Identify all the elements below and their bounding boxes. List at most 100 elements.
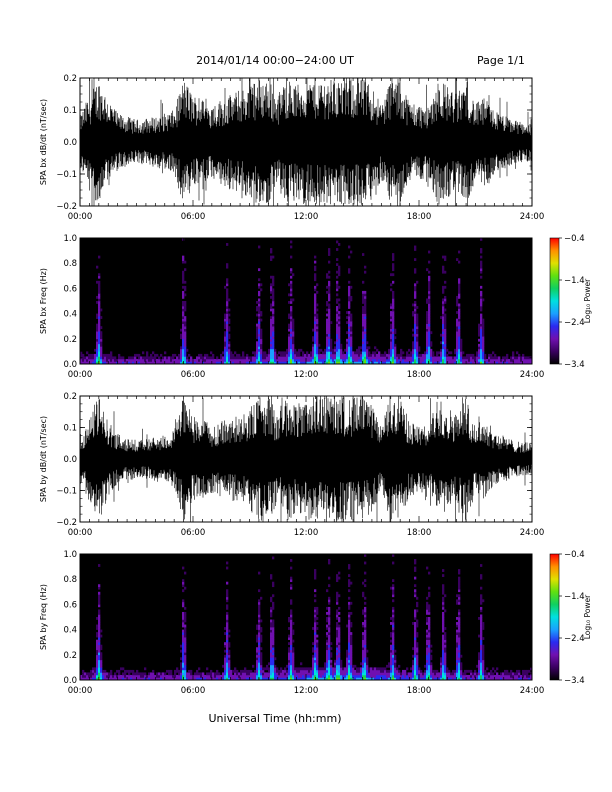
spectrogram-cell [480,341,483,345]
spectrogram-cell [412,356,415,360]
spectrogram-cell [148,674,151,678]
spectrogram-cell [288,358,291,362]
spectrogram-cell [466,356,469,360]
spectrogram-cell [446,358,449,362]
spectrogram-cell [314,288,317,292]
spectrogram-cell [314,321,317,324]
spectrogram-cell [444,649,447,653]
spectrogram-cell [484,674,487,678]
spectrogram-cell [272,255,275,259]
spectrogram-cell [366,356,369,360]
spectrogram-cell [144,358,147,362]
spectrogram-cell [216,361,219,365]
spectrogram-cell [364,617,367,620]
spectrogram-cell [430,341,433,345]
spectrogram-cell [184,674,187,678]
spectrogram-cell [448,351,451,355]
spectrogram-cell [290,290,293,294]
spectrogram-cell [348,268,351,272]
spectrogram-cell [306,672,309,676]
spectrogram-cell [152,361,155,365]
spectrogram-cell [366,669,369,673]
spectrogram-cell [414,321,417,324]
spectrogram-cell [278,677,281,681]
spectrogram-cell [226,306,229,309]
spectrogram-cell [390,328,393,332]
spectrogram-cell [366,348,369,352]
spectrogram-cell [522,677,525,681]
spectrogram-cell [440,316,443,319]
spectrogram-cell [226,316,229,319]
spectrogram-cell [392,258,395,261]
spectrogram-cell [420,674,423,678]
spectrogram-cell [392,346,395,350]
spectrogram-cell [304,353,307,357]
spectrogram-cell [188,669,191,673]
spectrogram-cell [288,346,291,350]
spectrogram-cell [366,341,369,345]
spectrogram-cell [96,323,99,327]
spectrogram-cell [260,283,263,287]
spectrogram-cell [480,328,483,332]
spectrogram-cell [160,353,163,357]
spectrogram-cell [226,361,229,365]
spectrogram-cell [186,356,189,360]
spectrogram-cell [414,341,417,345]
spectrogram-cell [348,619,351,623]
spectrogram-cell [140,674,143,678]
spectrogram-cell [364,632,367,635]
spectrogram-cell [174,669,177,673]
spectrogram-cell [364,306,367,309]
spectrogram-cell [332,672,335,676]
x-tick-label: 06:00 [181,370,206,380]
spectrogram-cell [370,677,373,681]
spectrogram-cell [326,639,329,643]
spectrogram-cell [146,358,149,362]
spectrogram-cell [344,356,347,360]
spectrogram-cell [144,674,147,678]
spectrogram-cell [396,358,399,362]
spectrogram-cell [246,669,249,673]
spectrogram-cell [284,356,287,360]
spectrogram-cell [328,253,331,256]
spectrogram-cell [364,321,367,324]
spectrogram-cell [316,321,319,324]
spectrogram-cell [480,270,483,274]
spectrogram-cell [314,614,317,618]
spectrogram-cell [414,283,417,287]
spectrogram-cell [182,637,185,640]
spectrogram-cell [316,674,319,678]
spectrogram-cell [326,301,329,304]
spectrogram-cell [212,358,215,362]
spectrogram-cell [350,348,353,352]
spectrogram-cell [198,358,201,362]
spectrogram-cell [442,669,445,673]
spectrogram-cell [292,323,295,327]
spectrogram-cell [346,353,349,357]
spectrogram-cell [96,642,99,646]
spectrogram-cell [526,669,529,673]
spectrogram-cell [284,667,287,671]
spectrogram-cell [506,672,509,676]
spectrogram-cell [298,672,301,676]
spectrogram-cell [432,677,435,681]
spectrogram-cell [258,589,261,593]
spectrogram-cell [288,659,291,663]
spectrogram-cell [90,677,93,681]
spectrogram-cell [348,270,351,274]
spectrogram-cell [376,667,379,671]
spectrogram-cell [292,348,295,352]
spectrogram-cell [480,351,483,355]
spectrogram-cell [344,358,347,362]
spectrogram-cell [350,326,353,330]
spectrogram-cell [458,652,461,656]
spectrogram-cell [458,295,461,299]
spectrogram-cell [112,361,115,365]
spectrogram-cell [184,627,187,630]
spectrogram-cell [458,280,461,284]
spectrogram-cell [460,654,463,658]
spectrogram-cell [134,674,137,678]
spectrogram-cell [392,316,395,319]
spectrogram-cell [392,639,395,643]
spectrogram-cell [336,669,339,673]
